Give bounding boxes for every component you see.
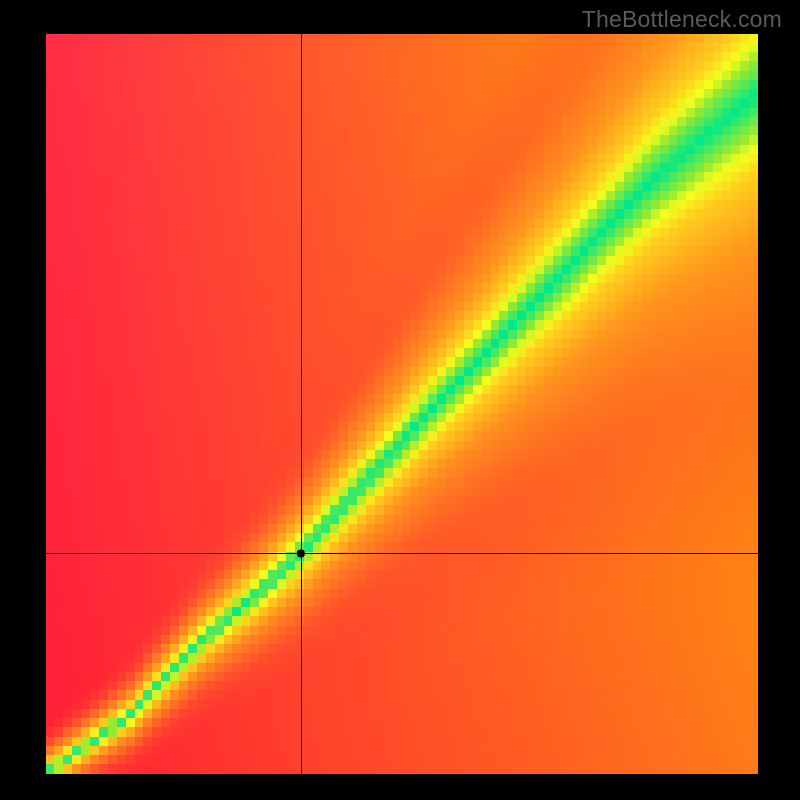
chart-container: TheBottleneck.com (0, 0, 800, 800)
bottleneck-heatmap (46, 34, 758, 774)
watermark-text: TheBottleneck.com (582, 6, 782, 33)
